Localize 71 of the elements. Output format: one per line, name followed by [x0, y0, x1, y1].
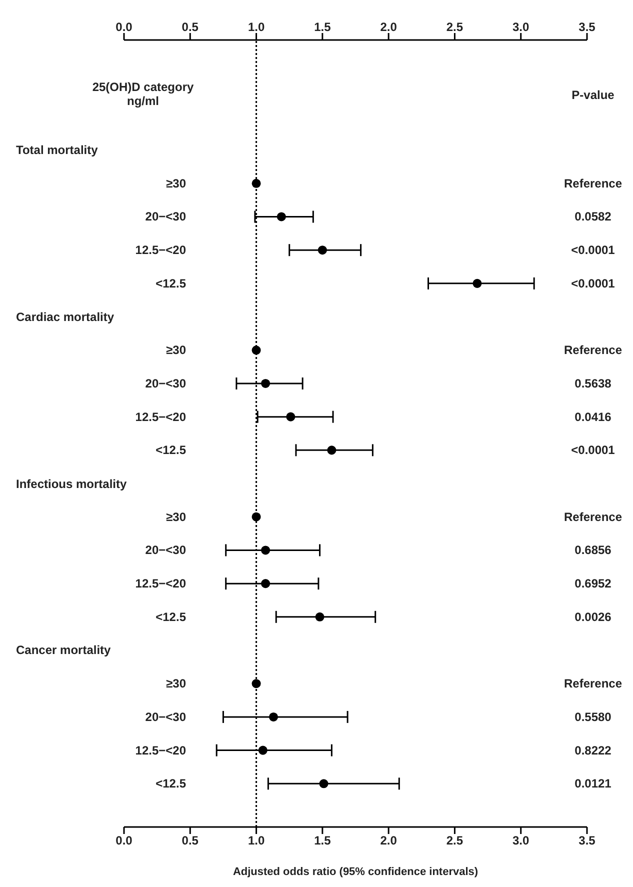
- point: [252, 512, 261, 522]
- text: Total mortality: [16, 142, 98, 158]
- y2-tick-label: Reference: [564, 343, 622, 358]
- annotation: Infectious mortality: [16, 476, 127, 492]
- y2-axis-title: P-value: [570, 88, 616, 102]
- y2-tick-label: <0.0001: [571, 443, 616, 458]
- y-tick-label: 12.5−<20: [135, 743, 186, 758]
- x2-tick-label: 1.0: [248, 20, 265, 34]
- y-tick-label: 12.5−<20: [135, 410, 186, 424]
- y-tick-label: 20−<30: [145, 210, 186, 224]
- x2-tick-label: 1.5: [314, 20, 332, 34]
- x-tick-label: 0.0: [116, 834, 133, 848]
- point: [276, 212, 286, 222]
- point: [286, 412, 296, 422]
- y-tick-label: 12.5−<20: [135, 243, 186, 258]
- y2-tick-label: <0.0001: [571, 243, 616, 258]
- x-tick-label: 1.0: [248, 834, 265, 848]
- y-tick-label: ≥30: [166, 510, 186, 524]
- point: [252, 346, 261, 355]
- y-tick-label: ≥30: [166, 676, 186, 691]
- y2-tick-label: 0.5638: [574, 376, 612, 390]
- point: [268, 712, 278, 722]
- y2-tick-label: 0.0026: [574, 610, 612, 624]
- y2-tick-label: 0.6952: [574, 576, 612, 591]
- y2-tick-label: 0.6856: [574, 543, 612, 558]
- x-tick-label: 3.5: [578, 834, 596, 848]
- y2-tick-label: 0.0416: [574, 410, 612, 424]
- x-tick-label: 2.0: [380, 834, 398, 848]
- point: [261, 579, 270, 588]
- x2-tick-label: 2.0: [380, 20, 398, 34]
- y2-tick-label: Reference: [564, 510, 622, 524]
- y-tick-label: ≥30: [166, 343, 186, 358]
- point: [318, 246, 327, 255]
- y2-tick-label: 0.8222: [574, 743, 612, 758]
- x-tick-label: 1.5: [314, 834, 332, 848]
- y-tick-label: <12.5: [156, 443, 186, 458]
- y2-tick-label: Reference: [564, 176, 622, 190]
- point: [258, 746, 268, 755]
- x2-tick-label: 0.5: [182, 20, 199, 34]
- y2-tick-label: 0.5580: [574, 710, 612, 724]
- y2-tick-label: <0.0001: [571, 276, 616, 290]
- point: [315, 612, 324, 622]
- x-tick-label: 2.5: [446, 834, 464, 848]
- text: Cancer mortality: [16, 642, 111, 658]
- point: [261, 546, 270, 555]
- y-tick-label: 20−<30: [145, 376, 186, 390]
- y-tick-label: 12.5−<20: [135, 576, 186, 591]
- y-tick-label: 20−<30: [145, 543, 186, 558]
- point: [327, 446, 336, 455]
- point: [252, 178, 261, 188]
- y2-tick-label: 0.0582: [574, 210, 612, 224]
- y-tick-label: <12.5: [156, 276, 186, 290]
- y2-tick-label: Reference: [564, 676, 622, 691]
- x-axis-title: Adjusted odds ratio (95% confidence intervals): [232, 866, 480, 878]
- x-tick-label: 0.5: [182, 834, 199, 848]
- x2-tick-label: 2.5: [446, 20, 464, 34]
- x2-tick-label: 0.0: [116, 20, 133, 34]
- point: [319, 779, 328, 788]
- y-tick-label: <12.5: [156, 610, 186, 624]
- y-tick-label: <12.5: [156, 776, 186, 791]
- x-tick-label: 3.0: [512, 834, 530, 848]
- x2-tick-label: 3.0: [512, 20, 530, 34]
- y-tick-label: 20−<30: [145, 710, 186, 724]
- point: [261, 378, 270, 388]
- point: [472, 278, 482, 288]
- y-tick-label: ≥30: [166, 176, 186, 190]
- x2-tick-label: 3.5: [578, 20, 596, 34]
- y-axis-title: 25(OH)D category ng/ml: [91, 80, 195, 108]
- text: Cardiac mortality: [16, 308, 114, 325]
- y2-tick-label: 0.0121: [574, 776, 612, 791]
- point: [252, 679, 261, 688]
